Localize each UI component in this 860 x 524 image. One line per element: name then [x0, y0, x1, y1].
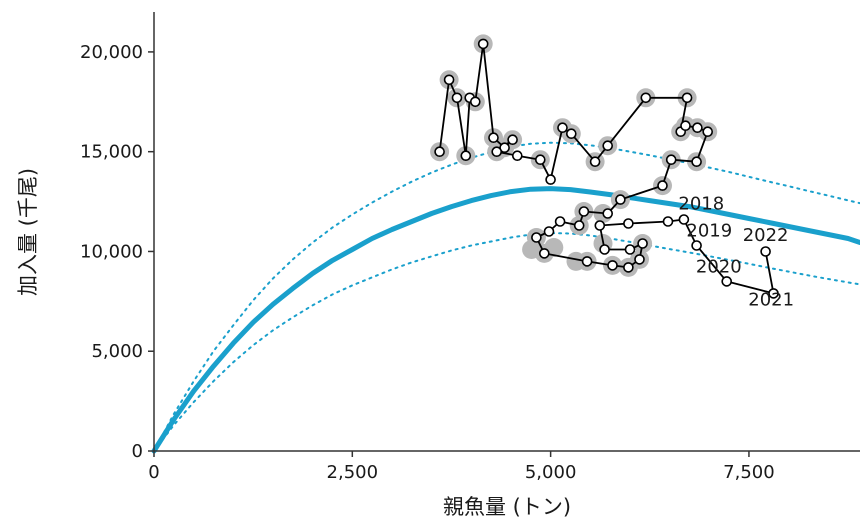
observed-point [477, 38, 489, 50]
x-tick-label: 0 [148, 462, 159, 483]
observed-point [607, 260, 618, 271]
observed-point [578, 206, 590, 217]
x-tick-label: 2,500 [327, 462, 379, 483]
observed-point [702, 126, 714, 137]
y-tick-label: 10,000 [80, 241, 143, 262]
observed-point [545, 174, 556, 185]
observed-point [665, 154, 677, 165]
axes [153, 12, 860, 452]
observed-point [511, 150, 523, 161]
observed-point [624, 244, 636, 255]
year-label: 2018 [678, 194, 724, 215]
observed-point [599, 244, 610, 255]
observed-point [623, 262, 634, 273]
observed-point [594, 220, 606, 231]
observed-point [691, 156, 702, 167]
observed-point [602, 140, 614, 151]
year-labels: 2018 2019 2020 2021 2022 [678, 194, 794, 311]
observed-point [488, 132, 499, 143]
observed-point [451, 92, 463, 104]
observed-point [634, 254, 645, 265]
observed-point [681, 92, 693, 104]
observed-point [543, 226, 555, 237]
observed-point [680, 120, 691, 131]
observed-point [640, 92, 652, 104]
observed-point [602, 208, 614, 219]
year-label: 2022 [743, 225, 789, 246]
x-tick-label: 5,000 [525, 462, 577, 483]
observed-point [434, 146, 445, 157]
observed-point [534, 154, 546, 165]
fitted-curve [151, 186, 860, 454]
lower-interval-curve [153, 232, 860, 452]
observed-point [692, 122, 703, 133]
observed-point [760, 246, 771, 257]
observed-point [662, 216, 674, 227]
observed-point [557, 122, 568, 133]
observed-point [637, 238, 648, 249]
y-tick-label: 5,000 [91, 341, 143, 362]
observed-point [589, 156, 601, 167]
observed-point [573, 220, 585, 231]
observed-point [721, 276, 733, 287]
observed-point [623, 218, 634, 229]
observed-point [581, 256, 593, 267]
observed-point [491, 146, 503, 157]
marker-layer [434, 38, 779, 299]
x-tick-label: 7,500 [723, 462, 775, 483]
observed-point [691, 240, 702, 251]
y-tick-label: 20,000 [80, 42, 143, 63]
observed-point [615, 194, 626, 205]
observed-point [565, 128, 577, 139]
plot-background [154, 12, 860, 450]
y-tick-label: 15,000 [80, 142, 143, 163]
x-ticks: 0 2,500 5,000 7,500 [148, 451, 775, 483]
x-axis-title: 親魚量 (トン) [443, 495, 571, 519]
observed-point [538, 248, 550, 259]
observed-point [507, 134, 518, 145]
observed-point [657, 180, 668, 191]
y-axis-title: 加入量 (千尾) [16, 168, 40, 296]
observed-point [531, 232, 542, 243]
y-ticks: 0 5,000 10,000 15,000 20,000 [80, 42, 154, 462]
year-label: 2021 [748, 289, 794, 310]
year-label: 2019 [686, 221, 732, 242]
year-label: 2020 [696, 256, 742, 277]
observed-point [469, 96, 481, 108]
observed-point [678, 214, 690, 225]
y-tick-label: 0 [132, 441, 143, 462]
observed-point [443, 74, 455, 86]
observed-point [554, 216, 566, 227]
observed-point [460, 150, 472, 161]
observed-point [768, 288, 779, 299]
